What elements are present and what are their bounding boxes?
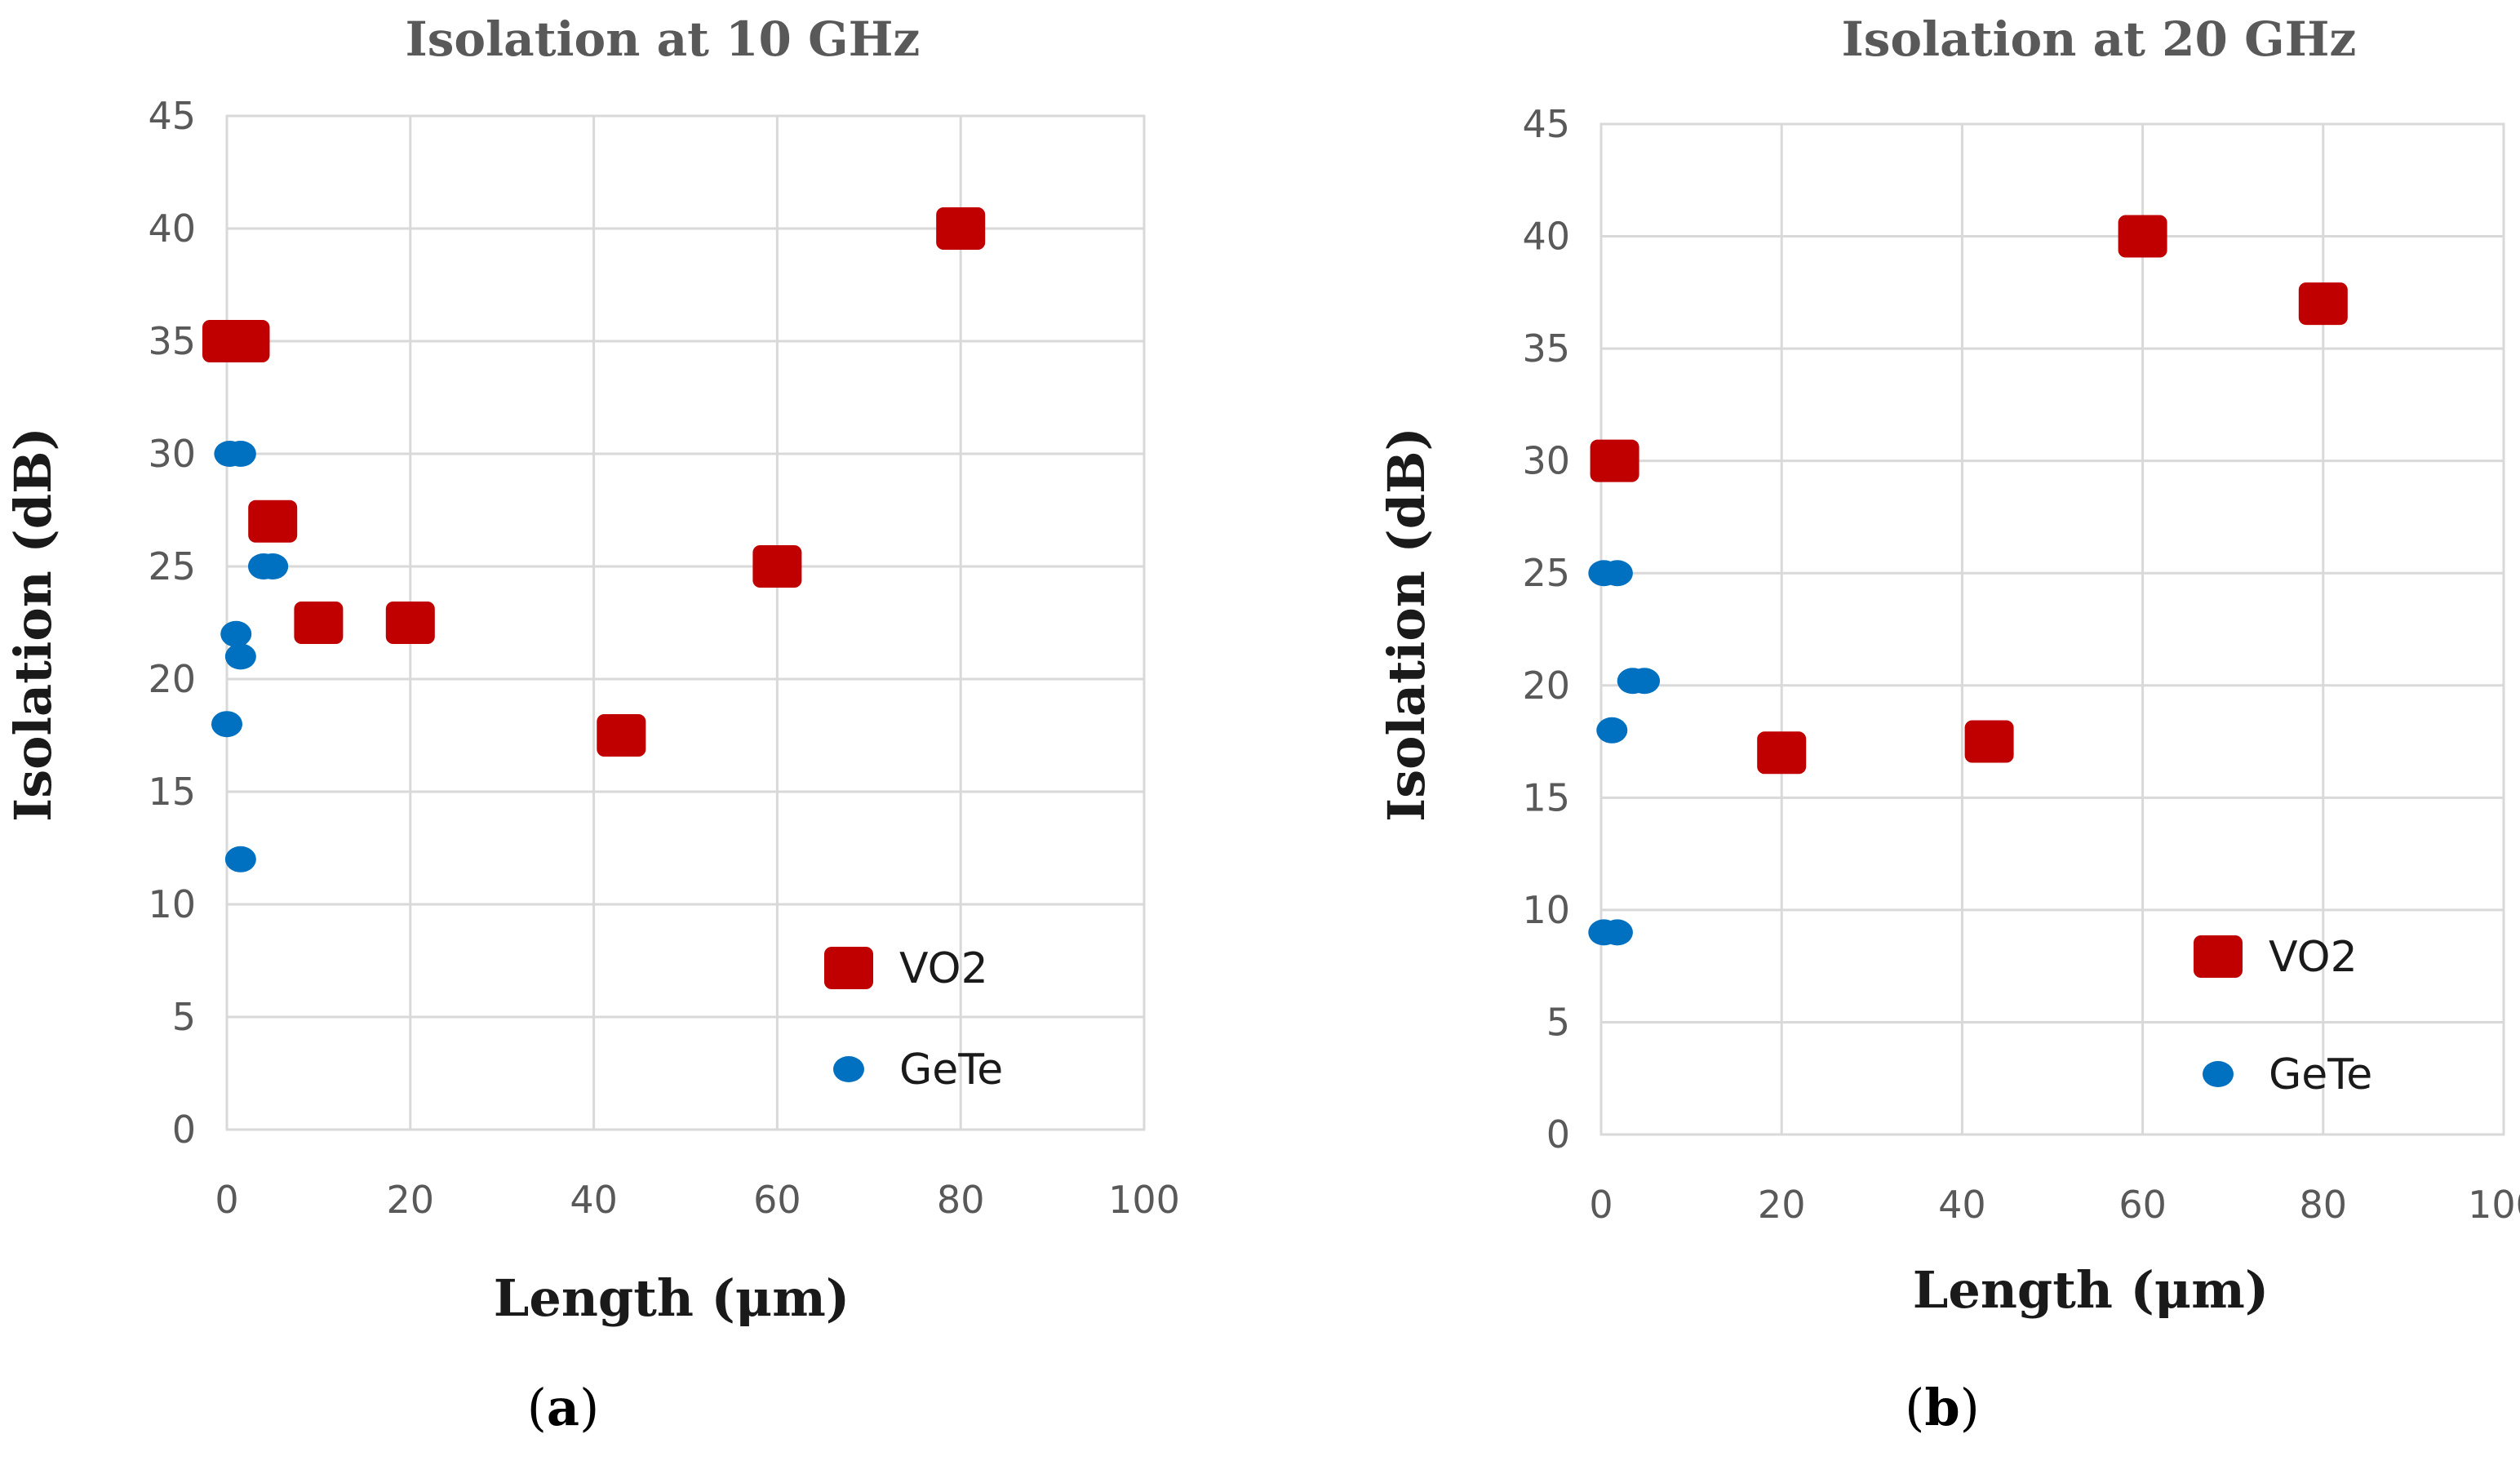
x-tick-label: 60: [2118, 1183, 2167, 1227]
legend-label-gete: GeTe: [2269, 1050, 2372, 1099]
y-tick-label: 15: [1522, 775, 1570, 819]
chart-title: Isolation at 20 GHz: [1842, 11, 2357, 67]
legend: VO2 GeTe: [824, 944, 1003, 1094]
data-point-vo2: [385, 602, 435, 644]
x-tick-label: 80: [2300, 1183, 2348, 1227]
chart-panel-a: 0 5 10 15 20 25 30 35 40 45 0 20 40 60 80 100 Isolation …: [3, 11, 1180, 1437]
x-axis-label: Length (μm): [494, 1268, 850, 1328]
y-tick-label: 30: [148, 432, 196, 476]
x-tick-label: 100: [2468, 1183, 2520, 1227]
y-tick-label: 35: [1522, 326, 1570, 371]
panel-label: (b): [1905, 1378, 1980, 1437]
x-tick-label: 20: [387, 1178, 435, 1222]
legend-marker-gete: [833, 1056, 864, 1082]
x-tick-label: 0: [1589, 1183, 1613, 1227]
data-point-vo2: [2118, 215, 2167, 258]
chart-panel-b: 0 5 10 15 20 25 30 35 40 45 0 20 40 60 80 100 Isolation …: [1377, 11, 2520, 1437]
series-vo2: [1590, 215, 2348, 775]
x-tick-label: 20: [1758, 1183, 1806, 1227]
y-axis-label: Isolation (dB): [3, 427, 63, 822]
data-point-vo2: [248, 500, 298, 543]
data-point-vo2: [597, 714, 646, 757]
legend-label-vo2: VO2: [2269, 933, 2358, 982]
y-tick-label: 0: [1546, 1112, 1570, 1157]
data-point-vo2: [1757, 731, 1807, 775]
data-point-vo2: [220, 320, 270, 362]
y-tick-label: 25: [1522, 551, 1570, 595]
plot-area: [1599, 122, 2505, 1136]
data-point-gete: [257, 553, 289, 579]
y-axis-label: Isolation (dB): [1377, 427, 1436, 822]
data-point-gete: [1629, 668, 1661, 695]
y-tick-label: 10: [1522, 888, 1570, 932]
y-tick-label: 35: [148, 319, 196, 363]
legend-marker-vo2: [824, 947, 873, 989]
series-vo2: [202, 207, 986, 757]
data-point-gete: [224, 846, 256, 872]
y-tick-label: 15: [148, 770, 196, 814]
data-point-vo2: [1964, 720, 2014, 763]
y-tick-label: 30: [1522, 439, 1570, 483]
x-tick-label: 40: [570, 1178, 618, 1222]
series-gete: [1588, 560, 1661, 946]
data-point-vo2: [2298, 282, 2348, 326]
y-tick-label: 0: [172, 1108, 196, 1152]
series-gete: [211, 441, 289, 872]
data-point-gete: [1601, 919, 1633, 946]
legend-label-vo2: VO2: [899, 944, 988, 993]
y-tick-label: 40: [1522, 215, 1570, 259]
y-tick-label: 10: [148, 882, 196, 926]
data-point-gete: [1601, 560, 1633, 587]
data-point-vo2: [936, 207, 986, 250]
x-tick-label: 80: [937, 1178, 985, 1222]
panel-label: (a): [527, 1378, 600, 1437]
y-tick-label: 45: [148, 94, 196, 138]
data-point-vo2: [752, 545, 802, 588]
legend-label-gete: GeTe: [899, 1046, 1003, 1094]
plot-area: [225, 114, 1146, 1131]
data-point-gete: [224, 441, 256, 467]
y-tick-label: 5: [172, 995, 196, 1039]
x-tick-label: 100: [1108, 1178, 1180, 1222]
y-tick-label: 5: [1546, 1000, 1570, 1044]
legend-marker-vo2: [2194, 935, 2243, 978]
data-point-gete: [211, 711, 242, 738]
y-tick-label: 20: [148, 657, 196, 701]
y-tick-label: 25: [148, 544, 196, 588]
y-tick-label: 45: [1522, 102, 1570, 146]
y-tick-label: 20: [1522, 664, 1570, 708]
chart-title: Isolation at 10 GHz: [406, 11, 921, 67]
data-point-vo2: [1590, 439, 1639, 482]
y-tick-label: 40: [148, 206, 196, 251]
x-tick-label: 40: [1938, 1183, 1986, 1227]
x-tick-label: 0: [215, 1178, 238, 1222]
x-tick-label: 60: [753, 1178, 801, 1222]
data-point-gete: [224, 643, 256, 670]
x-axis-label: Length (μm): [1913, 1260, 2269, 1320]
data-point-gete: [220, 620, 252, 647]
data-point-gete: [1596, 717, 1628, 744]
legend-marker-gete: [2203, 1061, 2234, 1087]
legend: VO2 GeTe: [2194, 933, 2372, 1099]
data-point-vo2: [294, 602, 344, 644]
